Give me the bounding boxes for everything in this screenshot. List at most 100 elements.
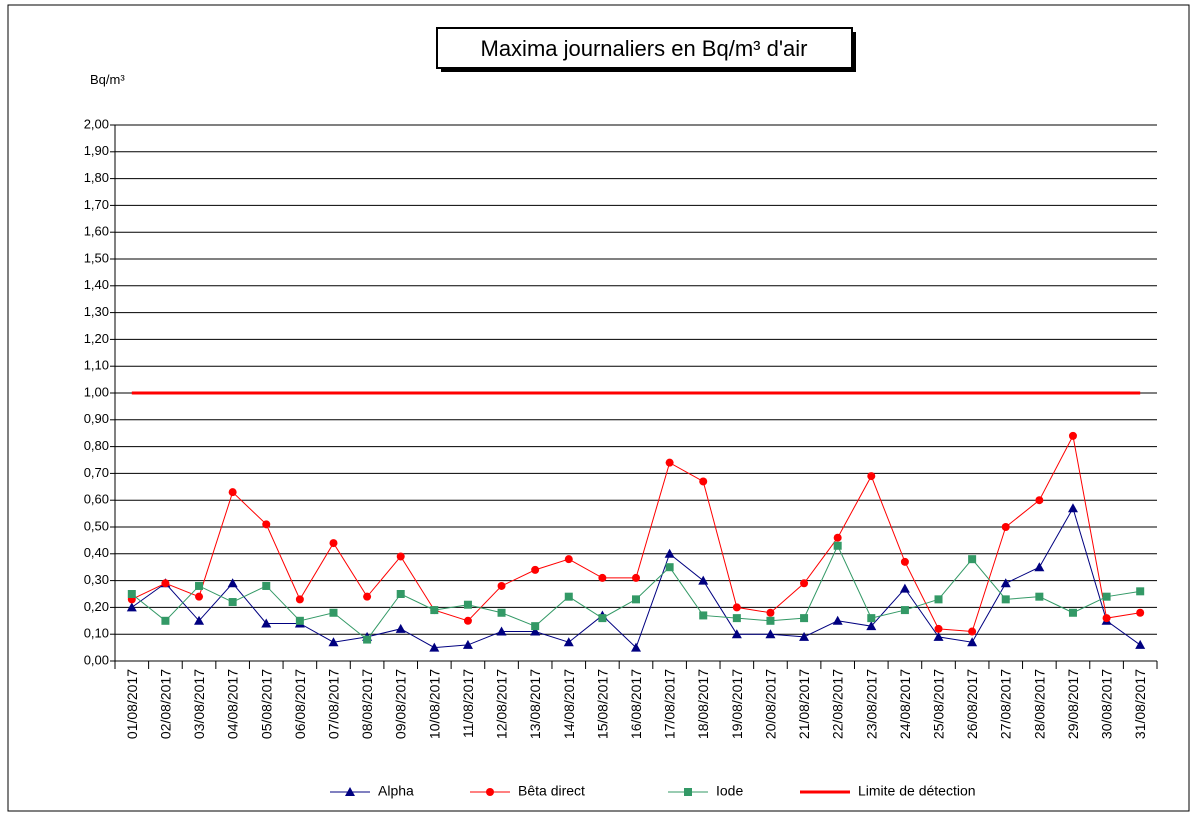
data-point [867, 472, 876, 481]
data-point [598, 614, 607, 623]
x-tick-label: 18/08/2017 [695, 669, 711, 739]
x-tick-label: 05/08/2017 [258, 669, 274, 739]
data-point [968, 555, 977, 564]
data-point [1136, 608, 1145, 617]
data-point [1068, 431, 1077, 440]
x-tick-label: 02/08/2017 [157, 669, 173, 739]
data-point [228, 598, 237, 607]
x-tick-label: 01/08/2017 [124, 669, 140, 739]
data-point [684, 788, 692, 796]
y-tick-label: 0,60 [84, 492, 109, 507]
data-point [497, 608, 506, 617]
x-tick-label: 14/08/2017 [561, 669, 577, 739]
data-point [195, 592, 204, 601]
data-point [329, 608, 338, 617]
data-point [632, 573, 640, 582]
data-point [486, 788, 494, 796]
x-tick-label: 07/08/2017 [325, 669, 341, 739]
data-point [497, 581, 506, 590]
data-point [328, 637, 339, 647]
x-tick-label: 22/08/2017 [830, 669, 846, 739]
y-tick-label: 1,10 [84, 358, 109, 373]
y-tick-label: 0,00 [84, 652, 109, 667]
data-point [833, 533, 842, 542]
data-point [833, 541, 842, 550]
y-tick-label: 2,00 [84, 116, 109, 131]
data-point [430, 606, 439, 615]
x-tick-label: 10/08/2017 [426, 669, 442, 739]
data-point [496, 626, 507, 636]
x-tick-label: 21/08/2017 [796, 669, 812, 739]
y-tick-label: 0,10 [84, 626, 109, 641]
data-point [363, 592, 372, 601]
data-point [698, 575, 709, 585]
data-point [396, 590, 405, 598]
data-point [1102, 592, 1111, 601]
y-tick-label: 1,90 [84, 143, 109, 158]
data-point [933, 631, 944, 641]
data-point [429, 642, 440, 652]
legend-label: Iode [716, 783, 743, 799]
data-point [1035, 496, 1044, 505]
x-tick-label: 31/08/2017 [1132, 669, 1148, 739]
x-tick-label: 29/08/2017 [1065, 669, 1081, 739]
data-point [732, 614, 741, 623]
data-point [899, 583, 910, 593]
data-point [126, 602, 137, 612]
data-point [665, 563, 674, 572]
x-tick-label: 12/08/2017 [494, 669, 510, 739]
x-tick-label: 17/08/2017 [662, 669, 678, 739]
data-point [664, 548, 675, 558]
data-point [1136, 587, 1145, 596]
x-tick-label: 20/08/2017 [762, 669, 778, 739]
x-tick-label: 26/08/2017 [964, 669, 980, 739]
data-point [699, 611, 708, 620]
y-tick-label: 0,90 [84, 411, 109, 426]
data-point [866, 621, 877, 631]
y-tick-label: 0,40 [84, 545, 109, 560]
data-point [262, 520, 271, 529]
x-tick-label: 06/08/2017 [292, 669, 308, 739]
data-point [228, 488, 237, 497]
y-tick-label: 1,60 [84, 224, 109, 239]
data-point [530, 626, 541, 636]
data-point [396, 552, 405, 561]
data-point [631, 642, 641, 652]
data-point [900, 606, 909, 615]
x-tick-label: 19/08/2017 [729, 669, 745, 739]
y-tick-label: 1,70 [84, 197, 109, 212]
x-tick-label: 27/08/2017 [998, 669, 1014, 739]
data-point [563, 637, 574, 647]
data-point [800, 579, 809, 588]
data-point [531, 622, 540, 631]
data-point [1034, 562, 1045, 572]
y-tick-label: 1,80 [84, 170, 109, 185]
data-point [765, 629, 776, 639]
data-point [699, 477, 708, 486]
x-tick-label: 24/08/2017 [897, 669, 913, 739]
y-tick-label: 0,50 [84, 518, 109, 533]
data-point [462, 639, 473, 649]
data-point [463, 600, 472, 609]
x-tick-label: 09/08/2017 [393, 669, 409, 739]
data-point [227, 578, 238, 588]
title-box [436, 27, 853, 69]
chart-title: Maxima journaliers en Bq/m³ d'air [481, 36, 808, 61]
data-point [161, 579, 170, 588]
data-point [345, 787, 355, 796]
legend-label: Alpha [378, 783, 414, 799]
data-point [1068, 608, 1077, 617]
data-point [800, 614, 809, 623]
data-point [329, 539, 338, 548]
data-point [395, 623, 406, 633]
x-tick-label: 03/08/2017 [191, 669, 207, 739]
data-point [732, 603, 741, 612]
chart-frame [7, 4, 1190, 812]
data-point [1135, 639, 1146, 649]
y-tick-label: 1,20 [84, 331, 109, 346]
data-point [900, 557, 909, 566]
x-tick-label: 08/08/2017 [359, 669, 375, 739]
data-point [832, 615, 843, 625]
data-point [1035, 592, 1044, 601]
